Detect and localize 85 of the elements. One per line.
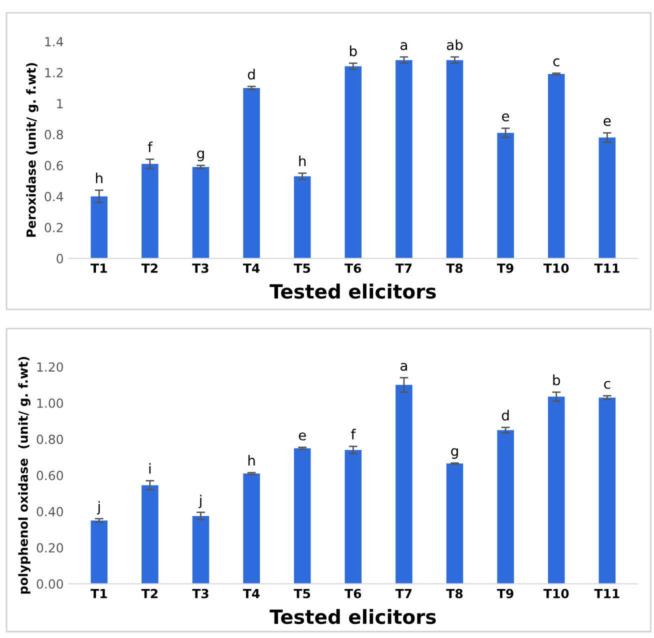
y-tick-label: 0.20 [36, 543, 63, 553]
annotation: e [298, 432, 306, 440]
annotation: g [451, 448, 458, 459]
x-tick-label: T11 [594, 589, 620, 598]
annotation: h [248, 454, 255, 466]
y-tick-label: 0.80 [36, 434, 63, 444]
x-tick-label: T1 [90, 589, 107, 598]
bar [548, 396, 565, 584]
annotation: f [148, 142, 153, 152]
bar [294, 448, 311, 584]
bar [396, 384, 412, 584]
x-tick-label: T5 [294, 264, 310, 273]
y-tick-label: 1.20 [37, 362, 63, 372]
y-axis-title: Peroxidase (unit/ g. f.wt) [26, 63, 38, 237]
x-tick-label: T4 [243, 264, 260, 273]
annotation: c [604, 380, 610, 389]
x-tick-label: T6 [344, 263, 362, 273]
bar [396, 60, 412, 258]
annotation: e [502, 113, 510, 122]
bar [243, 474, 260, 584]
bar [497, 132, 514, 258]
bar [192, 516, 210, 584]
annotation: j [198, 494, 202, 508]
annotation: a [400, 42, 407, 50]
x-tick-label: T9 [497, 263, 514, 273]
y-tick-label: 0.8 [44, 130, 63, 140]
annotation: f [351, 428, 356, 440]
bar [446, 464, 464, 584]
annotation: i [149, 463, 151, 474]
x-tick-label: T2 [141, 263, 158, 273]
annotation: d [502, 410, 509, 421]
bar [142, 485, 158, 584]
bar [598, 138, 616, 258]
x-tick-label: T11 [594, 264, 620, 273]
bar [243, 88, 260, 258]
bar [598, 398, 616, 584]
bar [446, 60, 464, 258]
y-tick-label: 0.60 [36, 470, 63, 480]
y-tick-label: 0.40 [36, 506, 63, 516]
x-tick-label: T9 [497, 588, 514, 598]
x-tick-label: T3 [192, 588, 208, 598]
bar [90, 196, 108, 258]
x-tick-label: T3 [192, 263, 208, 273]
annotation: ab [446, 39, 463, 50]
x-tick-label: T8 [446, 588, 463, 598]
bar [192, 166, 210, 258]
x-tick-label: T6 [344, 588, 362, 598]
bar [548, 74, 565, 258]
bar [344, 66, 362, 258]
x-tick-label: T10 [543, 588, 569, 598]
annotation: c [553, 58, 560, 66]
x-axis-title: Tested elicitors [270, 609, 436, 624]
y-axis-title: polyphenol oxidase (unit/ g. f.wt) [18, 356, 30, 594]
y-tick-label: 1 [57, 99, 63, 108]
x-tick-label: T2 [141, 588, 158, 598]
annotation: g [197, 150, 204, 162]
annotation: b [350, 46, 357, 56]
x-tick-label: T5 [294, 589, 310, 598]
annotation: h [96, 172, 102, 184]
bar [142, 164, 158, 258]
y-tick-label: 0.4 [44, 192, 64, 202]
annotation: b [553, 374, 560, 386]
bar [344, 450, 362, 584]
y-tick-label: 0.2 [44, 222, 63, 232]
x-tick-label: T8 [446, 263, 463, 273]
bar [294, 176, 311, 258]
x-tick-label: T7 [395, 264, 412, 273]
x-tick-label: T7 [395, 589, 412, 598]
annotation: a [400, 362, 407, 371]
annotation: d [248, 68, 255, 80]
x-axis-title: Tested elicitors [270, 284, 436, 299]
y-tick-label: 0.00 [36, 579, 63, 589]
y-tick-label: 0 [56, 254, 63, 264]
y-tick-label: 1.2 [45, 68, 63, 78]
bar [497, 430, 514, 584]
y-tick-label: 0.6 [44, 160, 64, 170]
annotation: h [299, 156, 306, 166]
x-tick-label: T10 [543, 263, 569, 273]
annotation: e [604, 118, 611, 126]
annotation: j [96, 501, 100, 515]
y-tick-label: 1.4 [45, 37, 64, 46]
bar [90, 520, 108, 584]
x-tick-label: T1 [90, 264, 107, 273]
y-tick-label: 1.00 [37, 398, 63, 408]
x-tick-label: T4 [243, 589, 260, 598]
